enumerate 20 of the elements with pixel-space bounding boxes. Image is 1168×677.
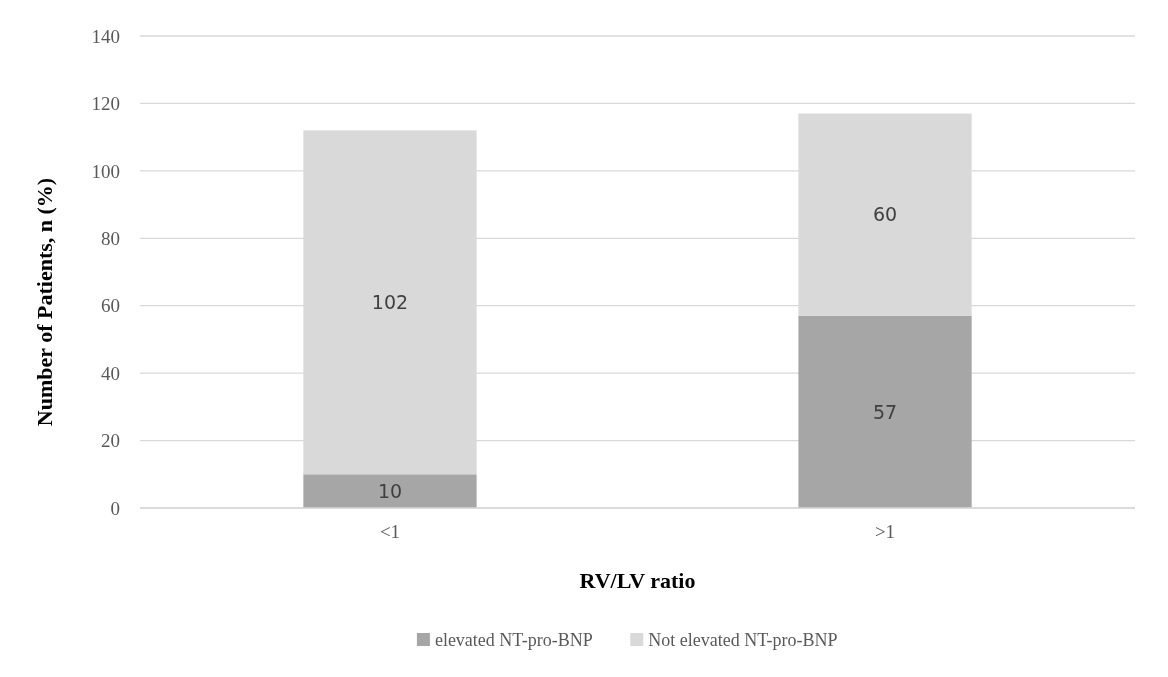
x-tick-label: <1 [379, 521, 401, 542]
y-tick-label: 100 [91, 160, 120, 182]
data-label: 57 [872, 400, 898, 423]
legend-label: elevated NT-pro-BNP [434, 630, 593, 651]
x-axis-title: RV/LV ratio [579, 568, 696, 593]
data-label: 102 [371, 290, 409, 313]
y-axis-title: Number of Patients, n (%) [32, 177, 57, 427]
legend-label: Not elevated NT-pro-BNP [648, 630, 838, 651]
y-tick-label: 60 [101, 295, 120, 317]
bar [798, 315, 972, 508]
data-label: 60 [872, 203, 898, 226]
data-label: 10 [377, 479, 403, 502]
y-tick-label: 80 [101, 227, 120, 249]
y-tick-label: 40 [101, 362, 120, 384]
x-tick-label: >1 [874, 521, 896, 542]
bar [303, 474, 477, 508]
y-tick-label: 120 [91, 93, 120, 115]
y-tick-label: 0 [110, 497, 120, 519]
y-tick-label: 140 [91, 25, 120, 47]
y-tick-label: 20 [101, 430, 120, 452]
